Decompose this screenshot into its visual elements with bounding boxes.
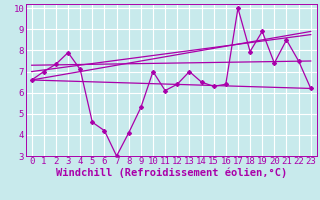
X-axis label: Windchill (Refroidissement éolien,°C): Windchill (Refroidissement éolien,°C) (56, 168, 287, 178)
